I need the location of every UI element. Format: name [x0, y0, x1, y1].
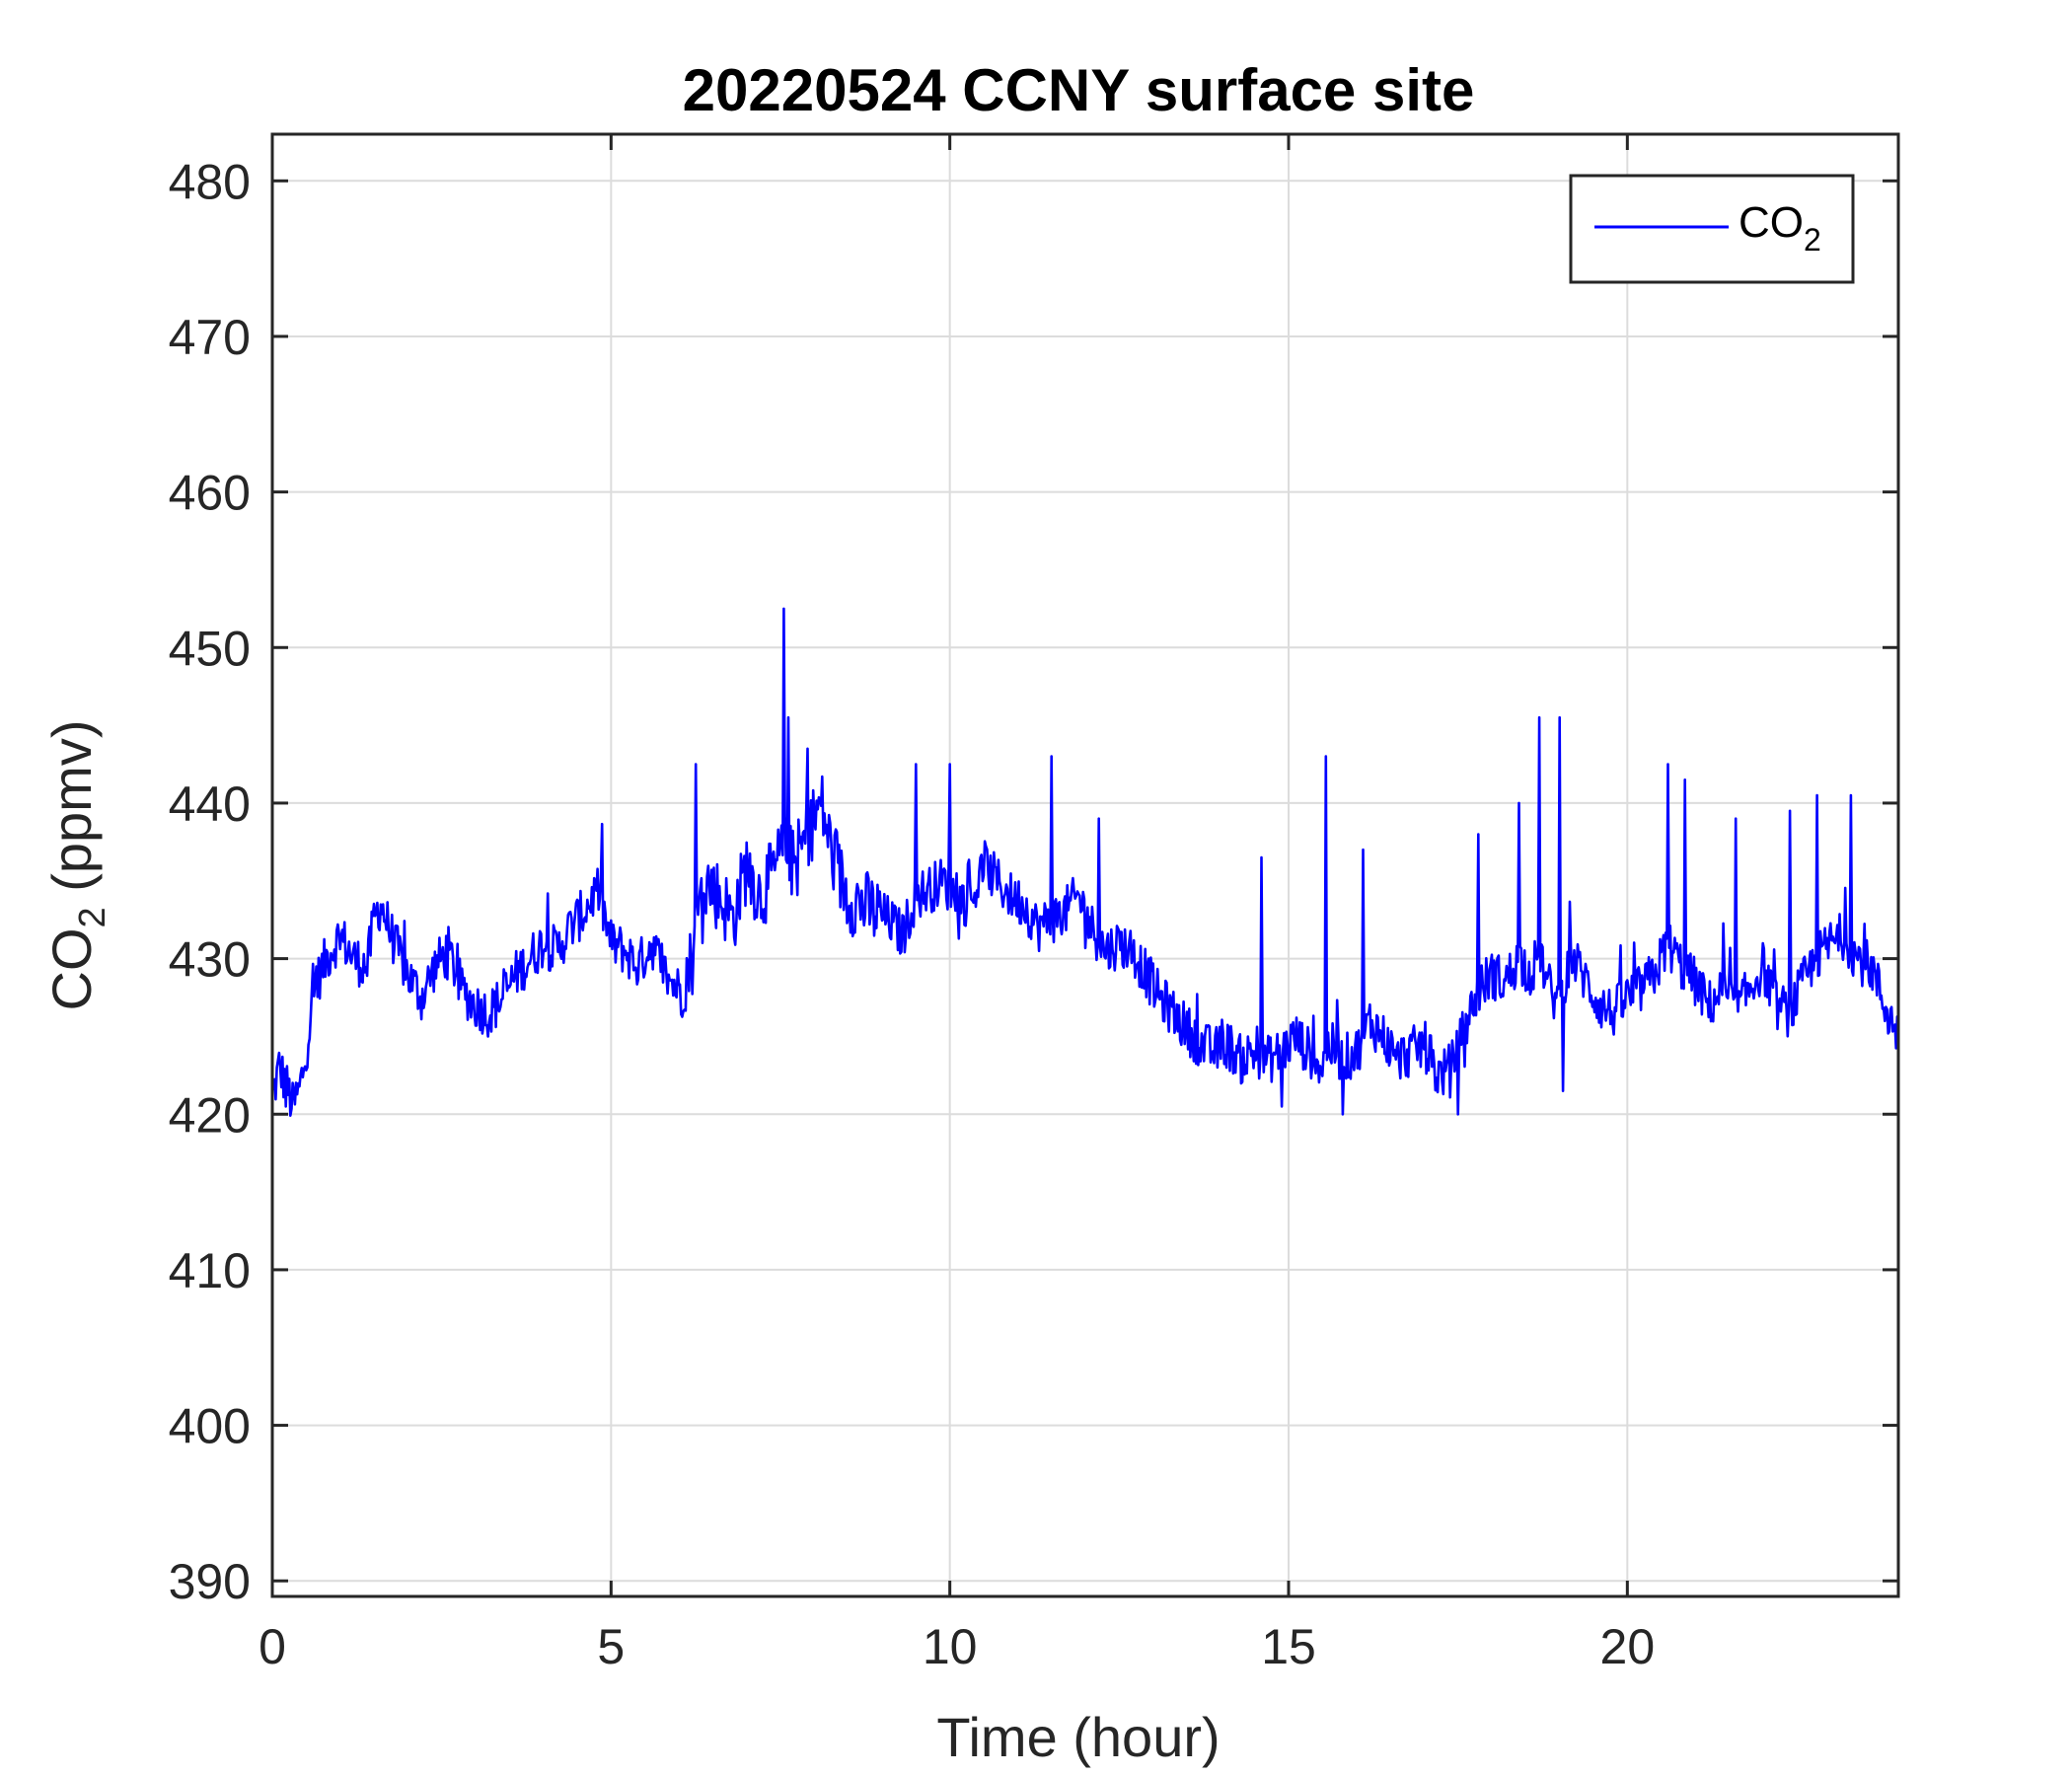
chart-title: 20220524 CCNY surface site [683, 57, 1475, 123]
tick-labels: 0 5 10 15 20 390 400 410 420 430 440 450 460 470 480 [169, 154, 1656, 1674]
legend-label: CO2 [1739, 198, 1821, 258]
y-axis-title: CO2 (ppmv) [40, 720, 113, 1011]
plot-frame [270, 132, 1900, 1598]
y-tick-label: 470 [169, 310, 251, 365]
legend-label-main: CO [1739, 198, 1804, 247]
data-layer [270, 607, 1900, 1117]
y-axis-title-subscript: 2 [72, 907, 113, 927]
x-tick-label: 15 [1261, 1619, 1316, 1674]
grid [271, 134, 1898, 1596]
x-axis-title: Time (hour) [936, 1706, 1220, 1768]
y-axis-title-rest: (ppmv) [40, 720, 103, 908]
y-tick-label: 460 [169, 466, 251, 521]
x-tick-label: 20 [1600, 1619, 1656, 1674]
y-tick-label: 400 [169, 1399, 251, 1454]
x-tick-label: 5 [597, 1619, 625, 1674]
ticks [270, 134, 1898, 1596]
y-tick-label: 440 [169, 777, 251, 832]
y-tick-label: 430 [169, 932, 251, 988]
y-tick-label: 420 [169, 1087, 251, 1143]
y-tick-label: 410 [169, 1243, 251, 1298]
series-line-co2 [270, 607, 1900, 1117]
x-tick-label: 10 [923, 1619, 978, 1674]
y-tick-label: 480 [169, 154, 251, 209]
x-tick-label: 0 [259, 1619, 286, 1674]
plot-area [272, 134, 1898, 1596]
legend: CO2 [1569, 174, 1855, 284]
legend-label-subscript: 2 [1804, 222, 1821, 258]
y-tick-label: 450 [169, 621, 251, 676]
y-axis-title-main: CO [40, 927, 103, 1010]
y-tick-label: 390 [169, 1554, 251, 1609]
legend-box [1569, 174, 1855, 284]
